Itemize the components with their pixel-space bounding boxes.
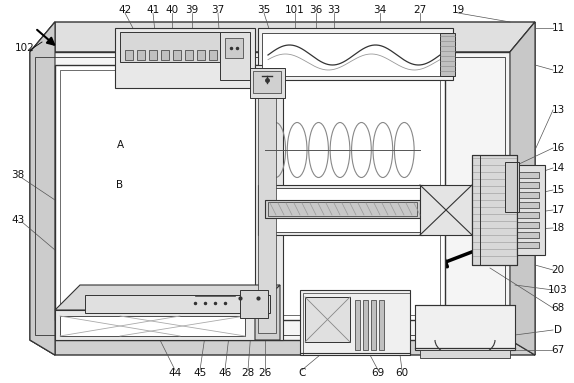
Text: B: B	[117, 180, 123, 190]
Bar	[250, 68, 285, 98]
Text: 42: 42	[118, 5, 131, 15]
Polygon shape	[30, 22, 55, 355]
Bar	[173, 50, 181, 60]
Text: 102: 102	[15, 43, 35, 53]
Bar	[55, 65, 445, 320]
Bar	[30, 52, 510, 340]
Text: 60: 60	[395, 368, 409, 378]
Bar	[161, 50, 169, 60]
Bar	[415, 305, 515, 350]
Text: 19: 19	[451, 5, 464, 15]
Bar	[115, 28, 255, 88]
Text: 41: 41	[146, 5, 160, 15]
Text: 40: 40	[165, 5, 179, 15]
Bar	[258, 68, 276, 333]
Bar	[379, 300, 384, 350]
Polygon shape	[30, 22, 55, 355]
Bar	[517, 212, 539, 218]
Bar	[60, 70, 440, 315]
Bar	[60, 316, 245, 336]
Bar	[265, 200, 420, 218]
Bar	[185, 50, 193, 60]
Bar	[209, 50, 217, 60]
Bar	[517, 165, 545, 255]
Polygon shape	[30, 340, 535, 355]
Text: 28: 28	[242, 368, 255, 378]
Bar	[303, 293, 410, 355]
Text: 69: 69	[371, 368, 385, 378]
Text: 12: 12	[552, 65, 565, 75]
Bar	[240, 290, 268, 318]
Bar	[120, 32, 220, 62]
Bar	[225, 38, 243, 58]
Text: 34: 34	[373, 5, 387, 15]
Polygon shape	[510, 22, 535, 355]
Bar	[220, 32, 250, 80]
Bar	[472, 155, 517, 265]
Polygon shape	[55, 310, 255, 340]
Text: 27: 27	[413, 5, 426, 15]
Bar	[517, 172, 539, 178]
Text: 101: 101	[285, 5, 305, 15]
Bar	[149, 50, 157, 60]
Bar	[517, 182, 539, 188]
Bar	[355, 300, 360, 350]
Text: 44: 44	[168, 368, 181, 378]
Bar	[305, 297, 350, 342]
Text: A: A	[117, 140, 123, 150]
Bar	[125, 50, 133, 60]
Bar	[472, 155, 517, 265]
Polygon shape	[255, 285, 280, 340]
Text: 15: 15	[552, 185, 565, 195]
Text: 17: 17	[552, 205, 565, 215]
Text: 37: 37	[211, 5, 224, 15]
Bar	[371, 300, 376, 350]
Text: 26: 26	[258, 368, 272, 378]
Text: 20: 20	[552, 265, 565, 275]
Bar	[253, 71, 281, 93]
Text: 33: 33	[327, 5, 340, 15]
Text: 68: 68	[552, 303, 565, 313]
Bar	[300, 290, 410, 355]
Bar	[137, 50, 145, 60]
Text: 14: 14	[552, 163, 565, 173]
Text: 36: 36	[309, 5, 323, 15]
Polygon shape	[30, 22, 535, 52]
Bar	[262, 33, 449, 76]
Text: 39: 39	[185, 5, 199, 15]
Bar	[517, 242, 539, 248]
Bar	[420, 185, 472, 235]
Bar	[505, 162, 519, 212]
Bar	[255, 65, 283, 340]
Polygon shape	[55, 285, 280, 310]
Text: 67: 67	[552, 345, 565, 355]
Bar	[258, 28, 453, 80]
Text: 13: 13	[552, 105, 565, 115]
Text: 18: 18	[552, 223, 565, 233]
Text: 103: 103	[548, 285, 568, 295]
Text: 43: 43	[11, 215, 25, 225]
Text: D: D	[554, 325, 562, 335]
Bar	[35, 57, 505, 335]
Bar	[517, 222, 539, 228]
Bar	[420, 350, 510, 358]
Text: 35: 35	[257, 5, 270, 15]
Bar	[363, 300, 368, 350]
Text: C: C	[298, 368, 306, 378]
Bar	[268, 202, 417, 216]
Bar	[517, 202, 539, 208]
Text: 45: 45	[193, 368, 207, 378]
Text: 11: 11	[552, 23, 565, 33]
Text: 46: 46	[218, 368, 232, 378]
Bar	[258, 185, 423, 235]
Bar	[197, 50, 205, 60]
Polygon shape	[510, 22, 535, 355]
Bar	[517, 232, 539, 238]
Text: 16: 16	[552, 143, 565, 153]
Bar	[440, 33, 455, 76]
Bar	[85, 295, 270, 313]
Text: 38: 38	[11, 170, 25, 180]
Bar	[261, 188, 423, 232]
Bar	[517, 192, 539, 198]
